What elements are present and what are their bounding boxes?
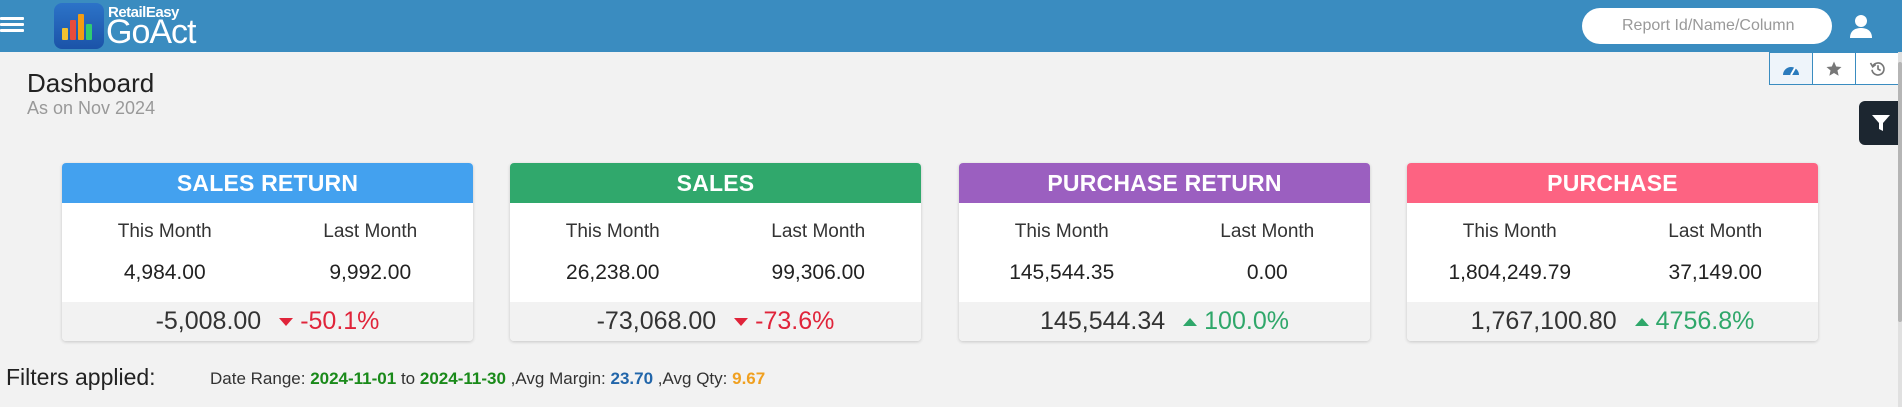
card-title: SALES (510, 163, 921, 203)
user-icon[interactable] (1848, 13, 1874, 39)
logo-big-text: GoAct (106, 13, 196, 51)
card-footer: 145,544.34 100.0% (959, 302, 1370, 341)
dashboard-view-button[interactable] (1770, 53, 1813, 84)
to-label: to (400, 369, 416, 388)
trend-arrow-icon (279, 317, 294, 326)
last-month-value: 9,992.00 (329, 261, 412, 284)
this-month-value: 145,544.35 (1009, 261, 1115, 284)
avg-margin-label: ,Avg Margin: (510, 369, 606, 388)
card-title: SALES RETURN (62, 163, 473, 203)
difference-value: -5,008.00 (155, 307, 262, 335)
card-values: This Month 145,544.35 Last Month 0.00 (959, 203, 1370, 301)
card-title: PURCHASE RETURN (959, 163, 1370, 203)
last-month-value: 37,149.00 (1668, 261, 1762, 284)
change-percent: -73.6% (755, 307, 835, 335)
star-icon (1826, 61, 1842, 76)
this-month-label: This Month (565, 221, 660, 242)
this-month-label: This Month (1462, 221, 1557, 242)
card-values: This Month 26,238.00 Last Month 99,306.00 (510, 203, 921, 301)
top-bar: RetailEasy GoAct (0, 0, 1902, 52)
this-month-column: This Month 26,238.00 (510, 203, 716, 301)
this-month-label: This Month (117, 221, 212, 242)
date-from-value: 2024-11-01 (310, 369, 397, 388)
last-month-column: Last Month 99,306.00 (716, 203, 922, 301)
difference-value: 145,544.34 (1040, 307, 1166, 335)
filters-summary: Date Range: 2024-11-01 to 2024-11-30 ,Av… (210, 369, 765, 389)
menu-icon[interactable] (0, 14, 24, 38)
this-month-value: 4,984.00 (123, 261, 206, 284)
last-month-column: Last Month 0.00 (1165, 203, 1371, 301)
logo-small-text: RetailEasy (108, 4, 179, 21)
trend-arrow-icon (1183, 317, 1198, 326)
favorites-button[interactable] (1813, 53, 1856, 84)
avg-margin-value: 23.70 (610, 369, 654, 388)
filter-icon (1871, 115, 1890, 131)
history-icon (1869, 61, 1885, 76)
kpi-card[interactable]: PURCHASE This Month 1,804,249.79 Last Month… (1407, 163, 1818, 341)
change-percent: -50.1% (300, 307, 380, 335)
kpi-card[interactable]: PURCHASE RETURN This Month 145,544.35 Last … (959, 163, 1370, 341)
card-values: This Month 1,804,249.79 Last Month 37,149.0… (1407, 203, 1818, 301)
date-range-label: Date Range: (210, 369, 306, 388)
logo-badge-icon (54, 3, 104, 49)
trend-arrow-icon (734, 317, 749, 326)
page-subtitle: As on Nov 2024 (27, 98, 156, 118)
last-month-label: Last Month (323, 221, 418, 242)
change-percent: 100.0% (1204, 307, 1289, 335)
date-to-value: 2024-11-30 (419, 369, 506, 388)
this-month-column: This Month 4,984.00 (62, 203, 268, 301)
card-footer: 1,767,100.80 4756.8% (1407, 302, 1818, 341)
kpi-card[interactable]: SALES This Month 26,238.00 Last Month 99,306… (510, 163, 921, 341)
history-button[interactable] (1856, 53, 1899, 84)
last-month-value: 0.00 (1246, 261, 1288, 284)
this-month-column: This Month 145,544.35 (959, 203, 1165, 301)
avg-qty-label: ,Avg Qty: (657, 369, 728, 388)
kpi-card[interactable]: SALES RETURN This Month 4,984.00 Last Month… (62, 163, 473, 341)
last-month-label: Last Month (1668, 221, 1763, 242)
last-month-column: Last Month 37,149.00 (1613, 203, 1819, 301)
difference-value: -73,068.00 (596, 307, 717, 335)
this-month-column: This Month 1,804,249.79 (1407, 203, 1613, 301)
last-month-column: Last Month 9,992.00 (268, 203, 474, 301)
view-toolbar (1769, 52, 1900, 85)
card-values: This Month 4,984.00 Last Month 9,992.00 (62, 203, 473, 301)
dashboard-icon (1783, 66, 1799, 75)
card-footer: -5,008.00 -50.1% (62, 302, 473, 341)
last-month-value: 99,306.00 (771, 261, 865, 284)
page-title: Dashboard (27, 68, 155, 98)
trend-arrow-icon (1634, 317, 1649, 326)
last-month-label: Last Month (771, 221, 866, 242)
filters-applied-label: Filters applied: (6, 364, 156, 390)
filter-button[interactable] (1859, 101, 1902, 145)
last-month-label: Last Month (1220, 221, 1315, 242)
card-title: PURCHASE (1407, 163, 1818, 203)
vertical-scrollbar[interactable] (1898, 52, 1902, 407)
this-month-label: This Month (1014, 221, 1109, 242)
change-percent: 4756.8% (1655, 307, 1755, 335)
this-month-value: 1,804,249.79 (1448, 261, 1572, 284)
difference-value: 1,767,100.80 (1470, 307, 1617, 335)
card-footer: -73,068.00 -73.6% (510, 302, 921, 341)
avg-qty-value: 9.67 (732, 369, 766, 388)
this-month-value: 26,238.00 (566, 261, 660, 284)
search-input[interactable] (1582, 8, 1832, 44)
